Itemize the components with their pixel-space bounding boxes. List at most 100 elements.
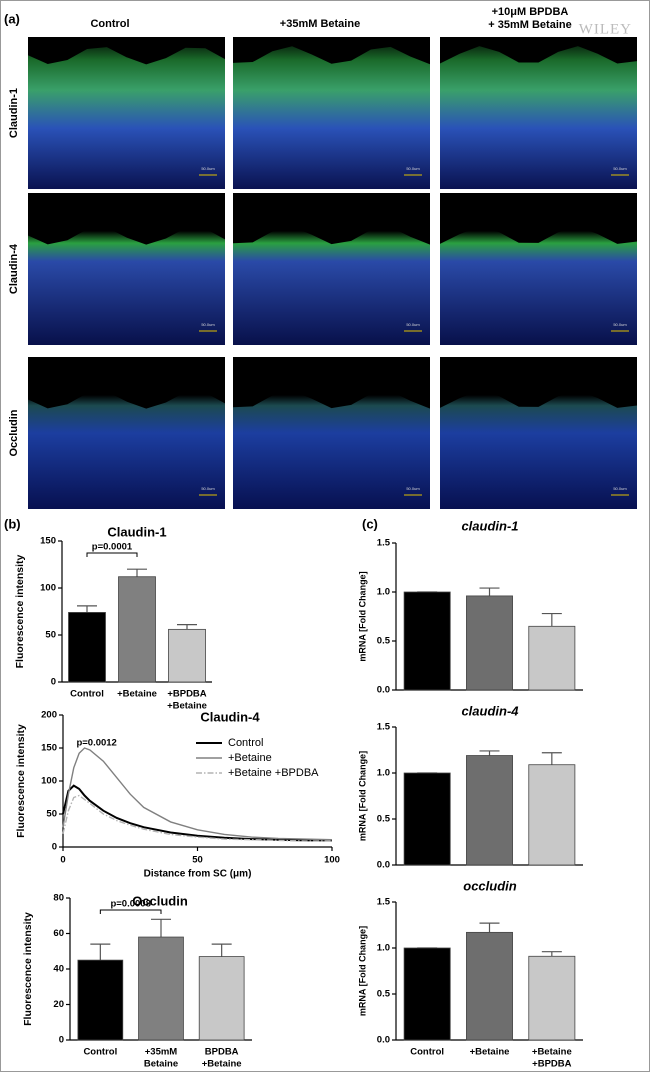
chart-title: claudin-1 <box>461 518 518 533</box>
p-value: p=0.0001 <box>92 542 133 553</box>
y-tick-label: 20 <box>53 999 64 1010</box>
bar <box>168 628 206 683</box>
x-tick-label: +35mM <box>145 1047 178 1058</box>
tissue-edge <box>28 37 225 65</box>
x-tick-label: 0 <box>60 855 65 866</box>
x-tick-label: Betaine <box>144 1059 178 1070</box>
y-tick-label: 50 <box>45 630 56 641</box>
chart-title: claudin-4 <box>461 703 519 718</box>
x-tick-label: +Betaine <box>202 1059 242 1070</box>
y-tick-label: 60 <box>53 928 64 939</box>
tissue-edge <box>233 357 430 409</box>
panel-label: (a) <box>4 11 20 26</box>
x-tick-label: Control <box>410 1047 444 1058</box>
panel-label: (b) <box>4 516 21 531</box>
y-tick-label: 0 <box>51 677 56 688</box>
y-tick-label: 0.0 <box>377 860 390 871</box>
tissue-edge <box>233 193 430 245</box>
bar <box>403 591 451 691</box>
row-label: Occludin <box>8 409 20 456</box>
x-tick-label: +Betaine <box>117 689 157 700</box>
y-tick-label: 100 <box>41 776 57 787</box>
x-tick-label: Control <box>83 1047 117 1058</box>
watermark: WILEY <box>579 21 632 37</box>
y-tick-label: 100 <box>40 583 56 594</box>
x-tick-label: +Betaine <box>167 701 207 712</box>
bar <box>403 947 451 1041</box>
y-tick-label: 0.0 <box>377 1035 390 1046</box>
row-label: Claudin-4 <box>8 243 20 294</box>
column-label: +35mM Betaine <box>280 18 360 30</box>
y-tick-label: 1.5 <box>377 722 391 733</box>
column-label: +10μM BPDBA <box>492 6 569 18</box>
series-line <box>62 794 332 842</box>
x-tick-label: +BPDBA <box>167 689 206 700</box>
bar <box>466 595 513 691</box>
y-axis-label: Fluorescence intensity <box>15 724 27 838</box>
tissue-edge <box>440 37 637 64</box>
scale-bar-label: 50.0um <box>201 486 215 491</box>
legend-label: +Betaine +BPDBA <box>228 767 319 779</box>
chart-title: Claudin-4 <box>200 709 260 724</box>
bar <box>403 772 451 866</box>
y-tick-label: 1.0 <box>377 587 390 598</box>
x-tick-label: BPDBA <box>205 1047 239 1058</box>
legend-label: Control <box>228 737 263 749</box>
panel-label: (c) <box>362 516 378 531</box>
bar <box>138 936 184 1041</box>
scale-bar-label: 50.0um <box>613 166 627 171</box>
y-axis-label: Fluorescence intensity <box>22 912 34 1026</box>
bar <box>466 931 513 1041</box>
bar <box>528 625 576 691</box>
scale-bar-label: 50.0um <box>201 166 215 171</box>
x-tick-label: Control <box>70 689 104 700</box>
y-tick-label: 150 <box>40 536 56 547</box>
x-axis-label: Distance from SC (μm) <box>144 869 252 880</box>
p-value: p=0.0008 <box>110 899 150 910</box>
column-label: Control <box>90 18 129 30</box>
significance-bracket <box>86 552 138 557</box>
bar <box>528 764 576 866</box>
image-panel: 50.0um 50.0um 50.0um 50.0um 50.0um 50.0um 50.0… <box>28 37 637 509</box>
scale-bar-label: 50.0um <box>613 486 627 491</box>
y-axis-label: mRNA [Fold Change] <box>357 571 367 661</box>
bar <box>68 612 106 683</box>
bar <box>198 956 245 1041</box>
y-axis-label: mRNA [Fold Change] <box>357 926 367 1016</box>
micrograph <box>28 37 225 189</box>
y-axis-label: mRNA [Fold Change] <box>357 751 367 841</box>
bar <box>77 959 124 1041</box>
bar <box>528 955 576 1041</box>
y-tick-label: 0.0 <box>377 685 390 696</box>
scale-bar-label: 50.0um <box>406 322 420 327</box>
tissue-edge <box>440 193 637 244</box>
significance-bracket <box>99 909 162 914</box>
scale-bar-label: 50.0um <box>406 486 420 491</box>
y-tick-label: 1.0 <box>377 768 390 779</box>
row-label: Claudin-1 <box>8 88 20 138</box>
y-tick-label: 0.5 <box>377 636 391 647</box>
chart-title: occludin <box>463 878 517 893</box>
y-tick-label: 1.5 <box>377 897 391 908</box>
chart-title: Occludin <box>132 893 188 908</box>
y-tick-label: 0.5 <box>377 814 391 825</box>
y-tick-label: 1.0 <box>377 943 390 954</box>
series-line <box>62 747 333 841</box>
y-axis-label: Fluorescence intensity <box>14 554 26 668</box>
x-tick-label: +Betaine <box>470 1047 510 1058</box>
y-tick-label: 150 <box>41 743 57 754</box>
x-tick-label: +BPDBA <box>532 1059 571 1070</box>
tissue-edge <box>28 357 225 409</box>
y-tick-label: 80 <box>53 893 64 904</box>
y-tick-label: 0.5 <box>377 989 391 1000</box>
scale-bar-label: 50.0um <box>613 322 627 327</box>
series-line <box>62 784 332 842</box>
y-tick-label: 0 <box>59 1035 64 1046</box>
legend-label: +Betaine <box>228 752 272 764</box>
y-tick-label: 40 <box>53 964 64 975</box>
p-value: p=0.0012 <box>76 738 116 749</box>
y-tick-label: 200 <box>41 710 57 721</box>
bar <box>118 576 156 683</box>
x-tick-label: 100 <box>324 855 340 866</box>
scale-bar-label: 50.0um <box>201 322 215 327</box>
